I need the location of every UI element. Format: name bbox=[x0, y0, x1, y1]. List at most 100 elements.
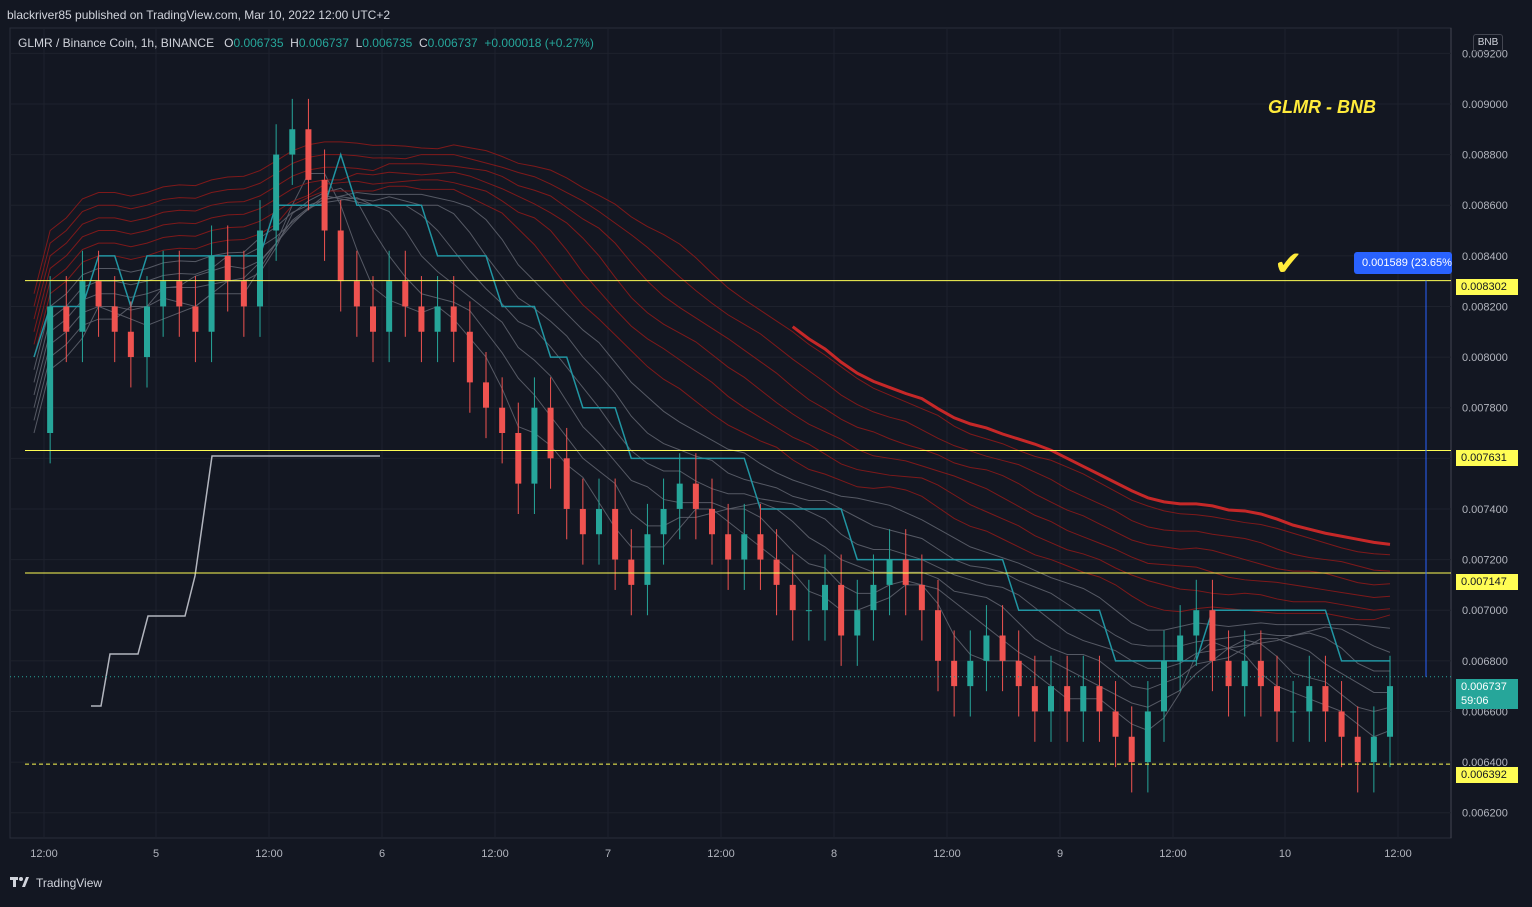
candle-body bbox=[1354, 736, 1361, 763]
candle-body bbox=[692, 483, 699, 509]
x-tick-label: 12:00 bbox=[933, 848, 961, 860]
low-label: L bbox=[355, 36, 363, 50]
x-tick-label: 12:00 bbox=[481, 848, 509, 860]
measure-label[interactable]: 0.001589 (23.65% bbox=[1354, 252, 1452, 274]
candle-body bbox=[402, 281, 409, 307]
candle-body bbox=[499, 407, 506, 433]
open-value: 0.006735 bbox=[233, 36, 284, 50]
candle-body bbox=[838, 584, 845, 636]
candle-body bbox=[951, 660, 958, 687]
last-price-value: 0.006737 bbox=[1461, 681, 1507, 693]
y-tick-label: 0.008400 bbox=[1462, 251, 1508, 263]
candle-body bbox=[63, 306, 70, 332]
candle-body bbox=[192, 306, 199, 332]
candle-body bbox=[1161, 660, 1167, 712]
candle-body bbox=[1338, 711, 1345, 737]
candle-body bbox=[983, 635, 990, 661]
candle-body bbox=[1080, 686, 1087, 712]
candle-body bbox=[1257, 660, 1264, 687]
candle-body bbox=[1128, 736, 1135, 763]
candle-body bbox=[483, 382, 489, 408]
candle-body bbox=[967, 660, 974, 687]
footer-brand-label: TradingView bbox=[36, 876, 103, 890]
x-tick-label: 12:00 bbox=[1159, 848, 1187, 860]
candle-body bbox=[612, 508, 619, 560]
candle-body bbox=[870, 584, 877, 611]
ma-ribbon-line bbox=[33, 196, 1391, 653]
last-price-tag: 0.006737 59:06 bbox=[1456, 679, 1518, 709]
x-tick-label: 12:00 bbox=[30, 848, 58, 860]
candle-body bbox=[434, 306, 441, 332]
candle-body bbox=[1177, 635, 1184, 661]
publish-info: blackriver85 published on TradingView.co… bbox=[7, 8, 390, 22]
candle-body bbox=[515, 433, 522, 484]
level-tag-3: 0.007147 bbox=[1456, 574, 1518, 590]
plot-frame bbox=[9, 27, 1452, 839]
candle-body bbox=[1209, 610, 1216, 661]
chart-annotation-title: GLMR - BNB bbox=[1268, 97, 1376, 117]
x-tick-label: 7 bbox=[605, 848, 611, 860]
candle-body bbox=[337, 230, 344, 282]
candle-body bbox=[725, 534, 732, 560]
candle-body bbox=[741, 534, 748, 560]
change-value: +0.000018 (+0.27%) bbox=[484, 36, 594, 50]
low-value: 0.006735 bbox=[362, 36, 413, 50]
candle-body bbox=[918, 584, 925, 611]
y-tick-label: 0.008600 bbox=[1462, 200, 1508, 212]
candle-body bbox=[47, 306, 54, 433]
high-value: 0.006737 bbox=[298, 36, 349, 50]
ma-ribbon-line bbox=[33, 141, 1391, 556]
currency-badge[interactable]: BNB bbox=[1473, 34, 1503, 52]
candle-body bbox=[1048, 686, 1054, 712]
candle-body bbox=[1306, 686, 1313, 712]
candle-body bbox=[1144, 711, 1151, 763]
candle-body bbox=[902, 559, 909, 585]
y-tick-label: 0.009000 bbox=[1462, 99, 1508, 111]
candle-body bbox=[1370, 736, 1377, 763]
x-tick-label: 9 bbox=[1057, 848, 1063, 860]
ma-ribbon-line bbox=[33, 173, 1391, 738]
y-tick-label: 0.006400 bbox=[1462, 757, 1508, 769]
candle-body bbox=[757, 534, 764, 560]
x-tick-label: 12:00 bbox=[1384, 848, 1412, 860]
y-tick-label: 0.007000 bbox=[1462, 605, 1508, 617]
candle-body bbox=[79, 281, 86, 332]
y-tick-label: 0.006200 bbox=[1462, 808, 1508, 820]
candle-body bbox=[208, 255, 215, 332]
x-tick-label: 12:00 bbox=[255, 848, 283, 860]
candle-body bbox=[563, 458, 570, 509]
ma-ribbon-line bbox=[33, 197, 1390, 672]
x-tick-label: 6 bbox=[379, 848, 385, 860]
candle-body bbox=[127, 331, 134, 358]
candle-body bbox=[1225, 660, 1232, 687]
candle-body bbox=[353, 281, 360, 307]
open-label: O bbox=[224, 36, 234, 50]
symbol-label: GLMR / Binance Coin, 1h, BINANCE bbox=[18, 36, 215, 50]
high-label: H bbox=[290, 36, 299, 50]
publish-bar: blackriver85 published on TradingView.co… bbox=[0, 0, 1532, 28]
candle-body bbox=[144, 306, 150, 358]
candle-body bbox=[1387, 686, 1393, 737]
footer-brand[interactable]: TradingView bbox=[10, 876, 102, 890]
candle-body bbox=[1096, 686, 1103, 712]
candle-body bbox=[789, 584, 796, 611]
candle-body bbox=[644, 534, 651, 585]
candle-body bbox=[1322, 686, 1329, 712]
ma-main-line bbox=[791, 325, 1391, 546]
candle-body bbox=[596, 508, 602, 535]
candle-body bbox=[773, 559, 780, 585]
bar-countdown: 59:06 bbox=[1461, 695, 1489, 707]
ma-ribbon-line bbox=[33, 154, 1391, 572]
candle-body bbox=[822, 584, 828, 611]
candle-body bbox=[176, 281, 183, 307]
level-tag-4: 0.006392 bbox=[1456, 767, 1518, 783]
candle-body bbox=[660, 508, 667, 535]
ma-ribbon-line bbox=[33, 195, 1390, 693]
x-tick-label: 12:00 bbox=[707, 848, 735, 860]
y-tick-label: 0.008200 bbox=[1462, 301, 1508, 313]
y-tick-label: 0.007800 bbox=[1462, 403, 1508, 415]
candle-body bbox=[886, 559, 893, 585]
candle-body bbox=[370, 306, 376, 332]
